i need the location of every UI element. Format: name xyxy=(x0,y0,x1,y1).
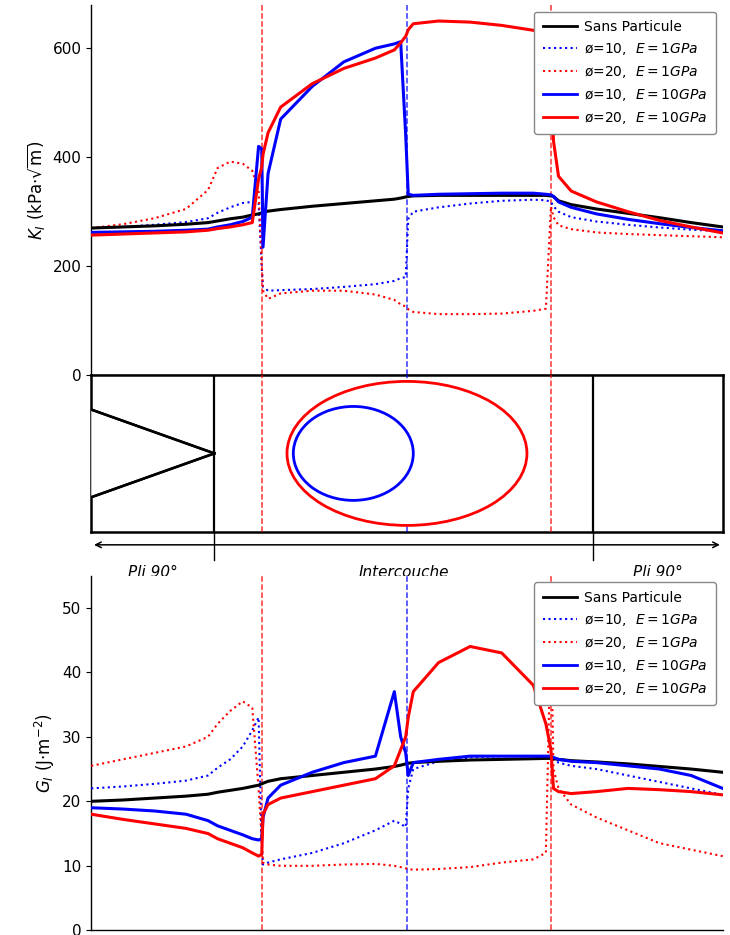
Y-axis label: $G_I\ \mathrm{(J{\cdot}m^{-2})}$: $G_I\ \mathrm{(J{\cdot}m^{-2})}$ xyxy=(33,712,57,793)
Text: Pli 90°: Pli 90° xyxy=(633,565,683,580)
Text: Intercouche: Intercouche xyxy=(358,565,449,580)
Y-axis label: $K_I\ \mathrm{(kPa{\cdot}\sqrt{m})}$: $K_I\ \mathrm{(kPa{\cdot}\sqrt{m})}$ xyxy=(25,140,47,240)
Polygon shape xyxy=(91,410,215,497)
Text: Pli 90°: Pli 90° xyxy=(128,565,177,580)
Legend: Sans Particule, ø=10,  $E = 1GPa$, ø=20,  $E = 1GPa$, ø=10,  $E = 10GPa$, ø=20, : Sans Particule, ø=10, $E = 1GPa$, ø=20, … xyxy=(534,583,715,705)
Ellipse shape xyxy=(287,381,527,525)
Ellipse shape xyxy=(293,407,413,500)
Legend: Sans Particule, ø=10,  $E = 1GPa$, ø=20,  $E = 1GPa$, ø=10,  $E = 10GPa$, ø=20, : Sans Particule, ø=10, $E = 1GPa$, ø=20, … xyxy=(534,11,715,134)
